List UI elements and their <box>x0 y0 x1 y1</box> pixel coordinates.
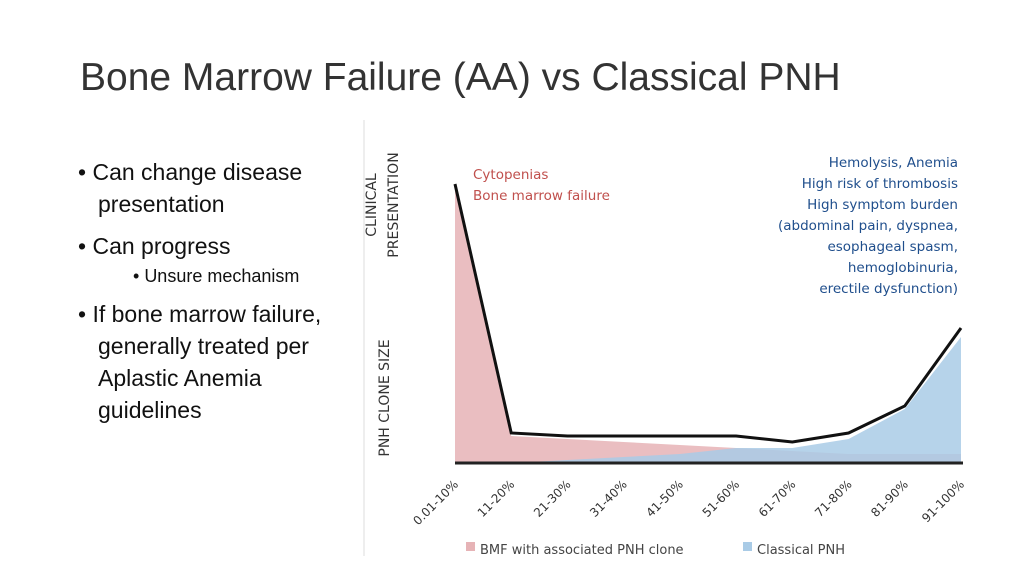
annotation: (abdominal pain, dyspnea, <box>778 218 958 234</box>
y-axis-label: PNH CLONE SIZE <box>377 339 393 456</box>
annotation: esophageal spasm, <box>827 239 958 255</box>
area <box>455 337 961 463</box>
x-tick-label: 41-50% <box>643 477 686 520</box>
bullet-text: Unsure mechanism <box>144 266 300 286</box>
annotation: hemoglobinuria, <box>848 260 958 276</box>
bullet: • Can change disease presentation <box>78 156 348 220</box>
annotation: High symptom burden <box>807 197 958 213</box>
y-axis-label: PRESENTATION <box>386 152 402 257</box>
outline <box>453 183 963 444</box>
bullet-text: Can progress <box>92 233 231 259</box>
bullet-dot: • <box>78 233 93 259</box>
annotation: High risk of thrombosis <box>802 176 958 192</box>
bullet: • If bone marrow failure, generally trea… <box>78 298 348 426</box>
annotation: Bone marrow failure <box>473 188 610 204</box>
x-tick-label: 71-80% <box>812 477 855 520</box>
bullet-list: • Can change disease presentation • Can p… <box>78 156 348 436</box>
annotation: Hemolysis, Anemia <box>829 155 958 171</box>
x-tick-label: 51-60% <box>700 477 743 520</box>
legend-label: BMF with associated PNH clone <box>480 543 684 558</box>
x-tick-label: 31-40% <box>587 477 630 520</box>
bullet-dot: • <box>78 301 93 327</box>
bullet-dot: • <box>133 266 145 286</box>
x-tick-label: 21-30% <box>531 477 574 520</box>
y-axis-label: CLINICAL <box>364 173 380 237</box>
x-tick-label: 81-90% <box>868 477 911 520</box>
slide-title: Bone Marrow Failure (AA) vs Classical PN… <box>80 56 841 99</box>
x-tick-label: 91-100% <box>919 477 967 525</box>
x-tick-label: 0.01-10% <box>410 477 461 528</box>
bullet-text: If bone marrow failure, generally treate… <box>92 301 322 423</box>
annotation: erectile dysfunction) <box>819 281 958 297</box>
legend-swatch <box>466 542 475 551</box>
legend-swatch <box>743 542 752 551</box>
x-tick-label: 61-70% <box>756 477 799 520</box>
bullet-dot: • <box>78 159 93 185</box>
legend-label: Classical PNH <box>757 543 845 558</box>
x-tick-label: 11-20% <box>475 477 518 520</box>
area <box>455 184 961 463</box>
annotation: Cytopenias <box>473 167 548 183</box>
bullet: • Unsure mechanism <box>78 264 348 288</box>
bullet-text: Can change disease presentation <box>92 159 303 217</box>
bullet: • Can progress <box>78 230 348 262</box>
